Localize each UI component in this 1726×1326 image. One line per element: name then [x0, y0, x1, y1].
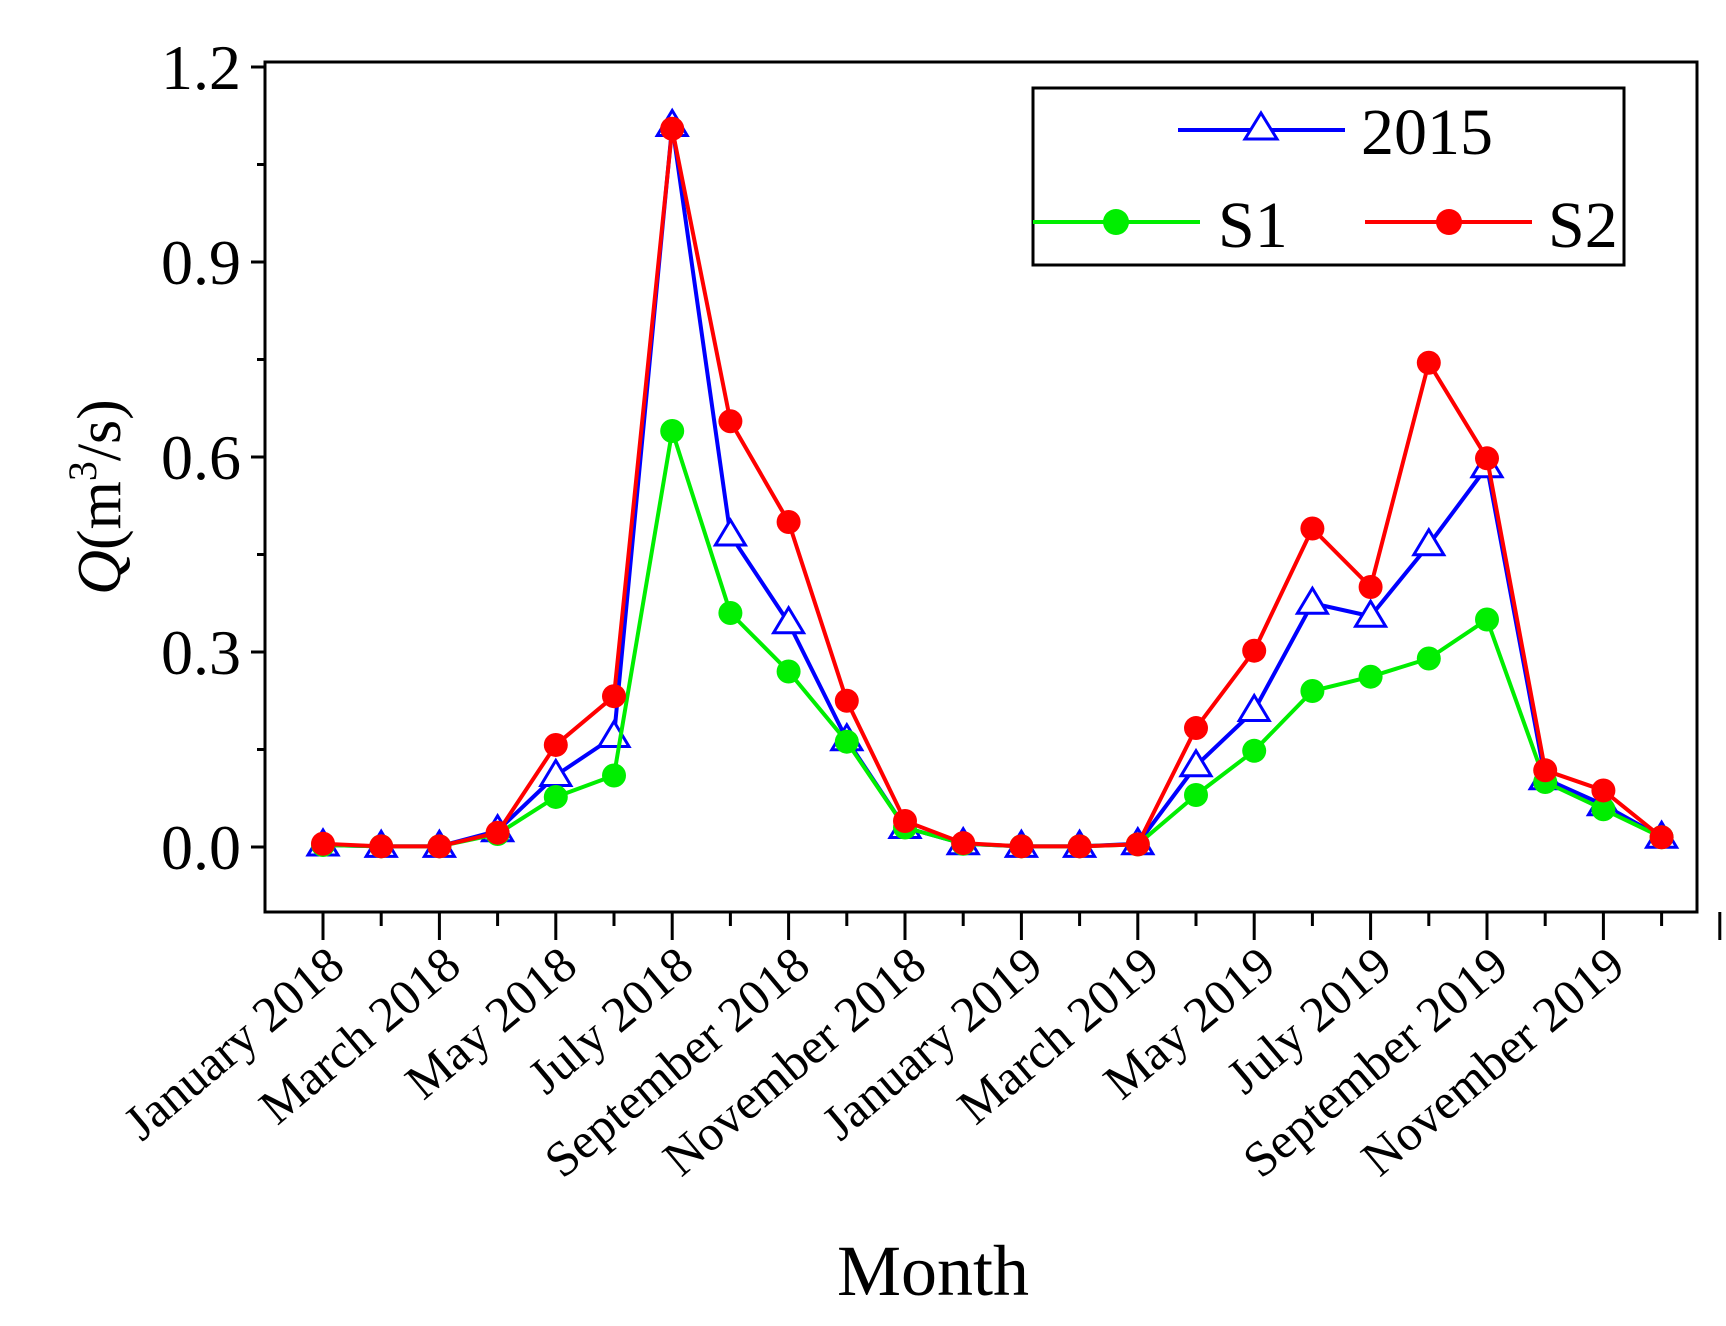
point-s1 — [834, 729, 859, 754]
legend-label-s2: S2 — [1548, 189, 1618, 262]
point-s2 — [427, 834, 452, 859]
point-s2 — [1533, 758, 1558, 783]
legend-label-2015: 2015 — [1361, 96, 1493, 169]
point-s2 — [602, 684, 626, 709]
point-s1 — [1242, 738, 1267, 763]
legend-item-s1: S1 — [1033, 189, 1288, 262]
point-s1 — [1416, 646, 1441, 671]
point-s2 — [893, 809, 917, 833]
point-s2 — [1067, 834, 1092, 859]
point-s2 — [1125, 832, 1150, 857]
point-s2 — [1591, 778, 1616, 803]
point-2015 — [1411, 526, 1447, 557]
y-tick-label: 0.6 — [161, 422, 241, 493]
point-2015 — [1236, 692, 1272, 722]
y-tick-label: 0.3 — [161, 617, 241, 688]
point-s2 — [1300, 516, 1325, 541]
point-s2 — [543, 732, 568, 757]
legend-marker-s2 — [1436, 209, 1462, 235]
point-2015 — [712, 517, 749, 547]
plot-frame — [263, 60, 1699, 914]
tick-layer — [251, 65, 1722, 940]
series-line-s1 — [322, 429, 1663, 849]
series-s2 — [311, 116, 1674, 859]
series-layer — [305, 107, 1680, 859]
point-s2 — [718, 409, 743, 434]
legend-item-s2: S2 — [1365, 189, 1618, 262]
point-s2 — [1184, 716, 1208, 741]
point-s2 — [660, 116, 685, 141]
y-tick-label: 0.9 — [161, 227, 241, 298]
point-s1 — [543, 784, 568, 809]
point-s1 — [1475, 607, 1499, 632]
x-axis-title: Month — [837, 1231, 1029, 1311]
point-s1 — [602, 763, 626, 788]
point-s2 — [1416, 350, 1441, 375]
point-s2 — [1009, 834, 1034, 859]
point-s2 — [834, 688, 859, 713]
point-s2 — [369, 834, 394, 859]
series-line-s2 — [322, 126, 1663, 849]
point-s1 — [718, 601, 743, 625]
point-s1 — [1591, 797, 1616, 822]
legend-label-s1: S1 — [1218, 189, 1288, 262]
point-s2 — [1649, 825, 1674, 850]
point-s2 — [776, 510, 801, 534]
y-axis-title: Q(m3/s) — [60, 399, 134, 595]
legend-box — [1031, 86, 1626, 267]
point-s1 — [660, 419, 685, 443]
legend-marker-2015 — [1242, 110, 1280, 141]
point-s2 — [951, 831, 976, 856]
point-s1 — [776, 659, 801, 684]
point-s2 — [1475, 446, 1499, 471]
point-s1 — [1358, 664, 1383, 689]
point-s2 — [311, 831, 335, 856]
series-s1 — [311, 419, 1674, 859]
legend-marker-s1 — [1103, 209, 1129, 235]
point-2015 — [1352, 598, 1389, 628]
point-s2 — [485, 820, 510, 845]
point-s2 — [1358, 575, 1383, 599]
point-2015 — [1294, 585, 1331, 615]
legend: 2015 S1 S2 — [1031, 86, 1626, 267]
point-s1 — [1184, 783, 1208, 807]
point-s1 — [1300, 679, 1325, 703]
legend-item-2015: 2015 — [1178, 96, 1493, 169]
point-2015 — [1178, 747, 1214, 778]
y-tick-label: 1.2 — [161, 32, 241, 103]
y-tick-label: 0.0 — [161, 812, 241, 883]
point-s2 — [1242, 638, 1267, 663]
point-2015 — [770, 604, 807, 635]
